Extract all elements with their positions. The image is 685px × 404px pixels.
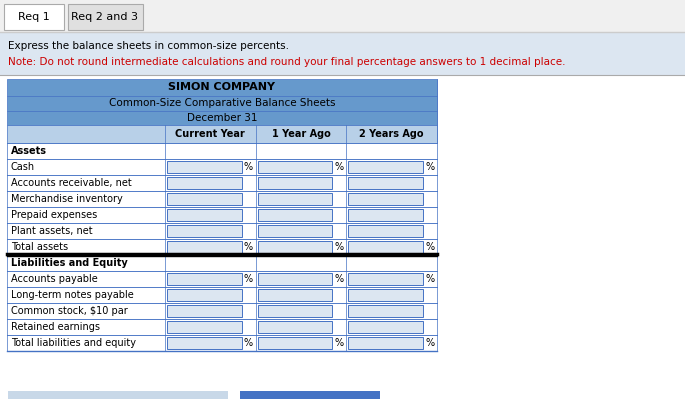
Bar <box>7 271 437 287</box>
Bar <box>258 321 332 333</box>
Text: Plant assets, net: Plant assets, net <box>11 226 92 236</box>
Bar <box>258 305 332 317</box>
Text: Long-term notes payable: Long-term notes payable <box>11 290 134 300</box>
Bar <box>167 241 242 253</box>
Bar <box>7 125 437 143</box>
Text: Liabilities and Equity: Liabilities and Equity <box>11 258 127 268</box>
Text: Common-Size Comparative Balance Sheets: Common-Size Comparative Balance Sheets <box>109 99 335 109</box>
Bar <box>167 209 242 221</box>
Text: %: % <box>425 274 434 284</box>
Bar <box>349 289 423 301</box>
Bar <box>7 255 437 271</box>
Text: Req 1: Req 1 <box>18 12 50 22</box>
Text: Prepaid expenses: Prepaid expenses <box>11 210 97 220</box>
Bar <box>258 161 332 173</box>
Bar <box>8 391 228 399</box>
Text: Assets: Assets <box>11 146 47 156</box>
Bar <box>4 4 64 30</box>
Bar <box>167 289 242 301</box>
Text: 2 Years Ago: 2 Years Ago <box>360 129 424 139</box>
Bar <box>7 335 437 351</box>
Bar <box>167 273 242 285</box>
Text: %: % <box>425 162 434 172</box>
Text: Merchandise inventory: Merchandise inventory <box>11 194 123 204</box>
Bar <box>7 303 437 319</box>
Text: Req 2 and 3: Req 2 and 3 <box>71 12 138 22</box>
Bar <box>349 337 423 349</box>
Text: Accounts receivable, net: Accounts receivable, net <box>11 178 132 188</box>
Bar <box>258 289 332 301</box>
Text: Current Year: Current Year <box>175 129 245 139</box>
Bar <box>349 241 423 253</box>
Bar <box>167 305 242 317</box>
Text: Common stock, $10 par: Common stock, $10 par <box>11 306 127 316</box>
Text: Note: Do not round intermediate calculations and round your final percentage ans: Note: Do not round intermediate calculat… <box>8 57 566 67</box>
Text: %: % <box>425 242 434 252</box>
Text: %: % <box>244 274 253 284</box>
Bar <box>349 305 423 317</box>
Text: Retained earnings: Retained earnings <box>11 322 100 332</box>
Bar <box>258 337 332 349</box>
Bar <box>349 193 423 205</box>
Text: 1 Year Ago: 1 Year Ago <box>272 129 330 139</box>
Text: Total liabilities and equity: Total liabilities and equity <box>11 338 136 348</box>
Bar <box>7 191 437 207</box>
Bar <box>258 193 332 205</box>
Text: Cash: Cash <box>11 162 35 172</box>
Bar <box>349 177 423 189</box>
Bar <box>240 391 380 399</box>
Bar <box>349 273 423 285</box>
Bar <box>7 79 437 96</box>
Text: %: % <box>334 274 343 284</box>
Bar <box>258 209 332 221</box>
Bar <box>0 33 685 75</box>
Text: %: % <box>334 338 343 348</box>
Bar <box>7 287 437 303</box>
Bar <box>7 223 437 239</box>
Bar <box>258 177 332 189</box>
Text: %: % <box>334 162 343 172</box>
Text: %: % <box>425 338 434 348</box>
Bar <box>7 175 437 191</box>
Text: %: % <box>244 162 253 172</box>
Bar <box>7 159 437 175</box>
Bar <box>349 225 423 237</box>
Bar <box>167 321 242 333</box>
Text: Express the balance sheets in common-size percents.: Express the balance sheets in common-siz… <box>8 41 289 51</box>
Bar <box>258 241 332 253</box>
Text: Accounts payable: Accounts payable <box>11 274 98 284</box>
Bar <box>7 207 437 223</box>
Bar <box>7 143 437 159</box>
Bar <box>167 225 242 237</box>
Text: December 31: December 31 <box>187 113 258 123</box>
Text: %: % <box>334 242 343 252</box>
Bar <box>349 161 423 173</box>
Bar <box>167 161 242 173</box>
Bar <box>258 273 332 285</box>
Bar <box>349 321 423 333</box>
Text: %: % <box>244 242 253 252</box>
Bar <box>167 177 242 189</box>
Bar <box>167 193 242 205</box>
Bar <box>7 239 437 255</box>
Bar <box>7 111 437 125</box>
Text: %: % <box>244 338 253 348</box>
Bar <box>349 209 423 221</box>
Bar <box>68 4 143 30</box>
Bar <box>7 96 437 111</box>
Bar <box>258 225 332 237</box>
Bar <box>167 337 242 349</box>
Bar <box>7 319 437 335</box>
Text: SIMON COMPANY: SIMON COMPANY <box>169 82 275 93</box>
Bar <box>0 0 685 32</box>
Text: Total assets: Total assets <box>11 242 68 252</box>
